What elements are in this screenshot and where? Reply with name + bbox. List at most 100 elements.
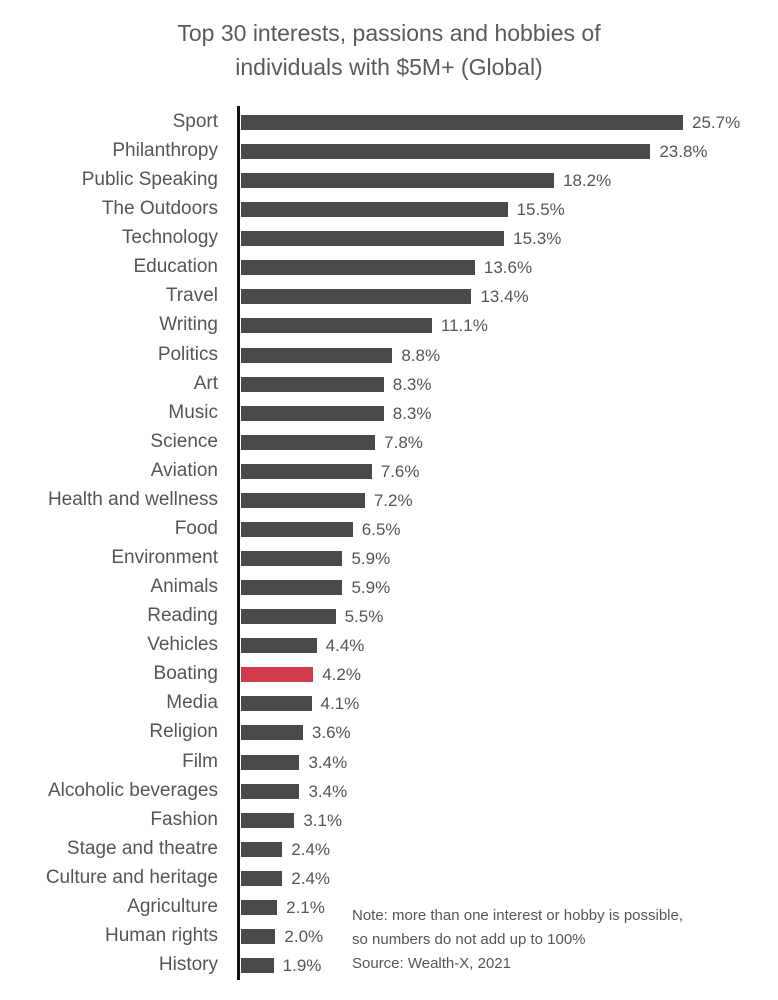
value-label: 2.4% [291, 868, 331, 888]
bar-row: Boating 4.2% [0, 659, 778, 688]
bar-row: Health and wellness 7.2% [0, 485, 778, 514]
bar [241, 376, 384, 392]
value-label: 4.4% [325, 636, 365, 656]
bar [241, 231, 505, 247]
value-label: 18.2% [563, 171, 612, 191]
note-line-2: so numbers do not add up to 100% [352, 931, 586, 948]
value-label: 2.4% [291, 839, 331, 859]
bar-row: Film 3.4% [0, 747, 778, 776]
bar-row: Politics 8.8% [0, 340, 778, 369]
bar [241, 202, 508, 218]
category-label: Boating [153, 663, 218, 685]
value-label: 5.9% [351, 549, 391, 569]
value-label: 3.6% [311, 723, 351, 743]
bar-row: Sport 25.7% [0, 107, 778, 136]
note-source: Source: Wealth-X, 2021 [352, 955, 511, 972]
value-label: 8.8% [401, 345, 441, 365]
bar-row: The Outdoors 15.5% [0, 194, 778, 223]
bar [241, 783, 300, 799]
category-label: Aviation [150, 459, 218, 481]
bar-row: Public Speaking 18.2% [0, 165, 778, 194]
value-label: 7.2% [373, 490, 413, 510]
value-label: 4.2% [322, 665, 361, 685]
category-label: Religion [149, 721, 218, 743]
category-label: Sport [172, 111, 218, 132]
chart-title-line-1: Top 30 interests, passions and hobbies o… [177, 20, 601, 46]
value-label: 13.6% [483, 258, 533, 278]
category-label: Agriculture [127, 895, 218, 917]
value-label: 7.8% [384, 432, 423, 452]
value-label: 1.9% [282, 956, 322, 976]
category-label: Art [193, 372, 218, 394]
category-label: Politics [157, 343, 218, 365]
category-label: Alcoholic beverages [47, 779, 218, 801]
bar [241, 958, 274, 974]
bar [241, 289, 472, 305]
bar [241, 609, 336, 625]
bar-row: Music 8.3% [0, 398, 778, 427]
category-label: Travel [165, 285, 218, 307]
bar-row: Vehicles 4.4% [0, 630, 778, 659]
value-label: 7.6% [380, 461, 420, 481]
bar-row: Travel 13.4% [0, 281, 778, 310]
bar-row: Food 6.5% [0, 514, 778, 543]
bar [241, 551, 343, 567]
bar [241, 580, 343, 596]
bar [241, 754, 300, 770]
value-label: 23.8% [659, 142, 708, 162]
category-label: Reading [147, 605, 218, 627]
category-label: Fashion [150, 808, 218, 830]
bar [241, 405, 384, 421]
bar [241, 173, 554, 189]
bar [241, 347, 393, 363]
bar-row: Environment 5.9% [0, 543, 778, 572]
bar-row: Alcoholic beverages 3.4% [0, 776, 778, 805]
category-label: Public Speaking [81, 169, 218, 191]
bar-row: Agriculture 2.1% [0, 892, 778, 921]
value-label: 2.0% [284, 926, 324, 946]
category-label: The Outdoors [101, 198, 218, 220]
value-label: 8.3% [392, 403, 432, 423]
category-label: History [158, 954, 218, 976]
value-label: 2.1% [286, 897, 325, 917]
value-label: 15.5% [516, 200, 565, 220]
chart-title: Top 30 interests, passions and hobbies o… [0, 16, 778, 84]
bar-row: History 1.9% [0, 950, 778, 979]
bar [241, 144, 651, 160]
value-label: 15.3% [513, 229, 562, 249]
value-label: 4.1% [320, 694, 360, 714]
note-line-1: Note: more than one interest or hobby is… [352, 907, 684, 924]
category-label: Film [182, 750, 218, 772]
value-label: 3.4% [308, 781, 348, 801]
bar [241, 638, 317, 654]
chart-title-line-2: individuals with $5M+ (Global) [235, 54, 543, 80]
bar-row: Animals 5.9% [0, 572, 778, 601]
highlighted-bar [241, 667, 314, 683]
bar [241, 812, 295, 828]
bar [241, 928, 276, 944]
category-label: Animals [150, 576, 218, 598]
value-label: 5.9% [351, 578, 391, 598]
category-label: Environment [111, 547, 218, 569]
bar [241, 841, 283, 857]
category-label: Vehicles [147, 634, 218, 656]
value-label: 5.5% [344, 607, 384, 627]
bar-row: Technology 15.3% [0, 223, 778, 252]
bar-row: Religion 3.6% [0, 717, 778, 746]
category-label: Philanthropy [112, 140, 218, 162]
bar [241, 115, 683, 130]
bar [241, 434, 376, 450]
value-label: 11.1% [440, 316, 488, 336]
bar [241, 725, 303, 741]
category-label: Health and wellness [47, 488, 218, 510]
category-label: Music [168, 401, 218, 423]
bar-row: Media 4.1% [0, 688, 778, 717]
bar-row: Art 8.3% [0, 369, 778, 398]
bar [241, 899, 278, 915]
value-label: 25.7% [692, 113, 741, 132]
category-label: Human rights [105, 924, 218, 946]
bar-row: Aviation 7.6% [0, 456, 778, 485]
bar-row: Reading 5.5% [0, 601, 778, 630]
bar [241, 696, 312, 712]
bar-row: Writing 11.1% [0, 310, 778, 339]
